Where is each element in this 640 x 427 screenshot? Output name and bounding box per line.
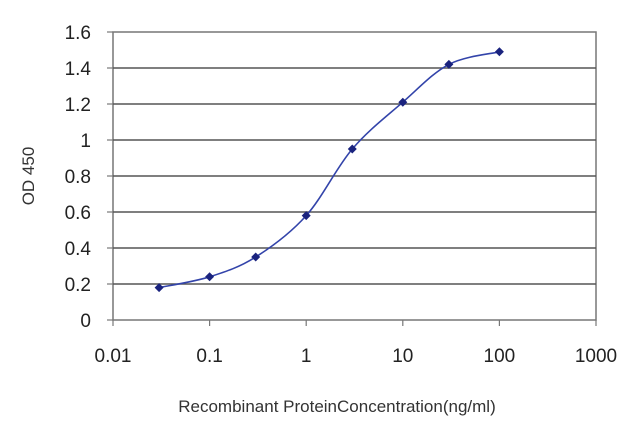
series-group [154,47,504,293]
y-tick-label: 0 [80,311,91,332]
data-point [494,47,504,57]
data-point [205,272,215,282]
data-point [398,97,408,107]
x-tick-label: 0.1 [196,346,222,367]
data-point [301,211,311,221]
x-tick-label: 100 [484,346,516,367]
x-tick-label: 0.01 [95,346,132,367]
y-tick-label: 1.2 [65,95,91,116]
y-tick-label: 1 [80,131,91,152]
data-point [251,252,261,262]
data-point [444,59,454,69]
x-tick-label: 1000 [575,346,617,367]
data-point [154,283,164,293]
y-tick-label: 0.4 [65,239,92,260]
y-tick-label: 1.6 [65,23,91,44]
y-tick-label: 0.6 [65,203,91,224]
y-tick-label: 0.8 [65,167,91,188]
x-tick-label: 1 [301,346,312,367]
y-axis-ticks: 0 0.2 0.4 0.6 0.8 1 1.2 1.4 1.6 [65,23,113,332]
data-point [347,144,357,154]
x-axis-title: Recombinant ProteinConcentration(ng/ml) [178,397,496,416]
y-axis-title: OD 450 [19,147,38,206]
x-axis-ticks: 0.01 0.1 1 10 100 1000 [95,320,617,367]
gridlines [113,67,596,285]
y-tick-label: 1.4 [65,59,92,80]
series-line [158,51,500,289]
y-tick-label: 0.2 [65,275,91,296]
x-tick-label: 10 [392,346,413,367]
